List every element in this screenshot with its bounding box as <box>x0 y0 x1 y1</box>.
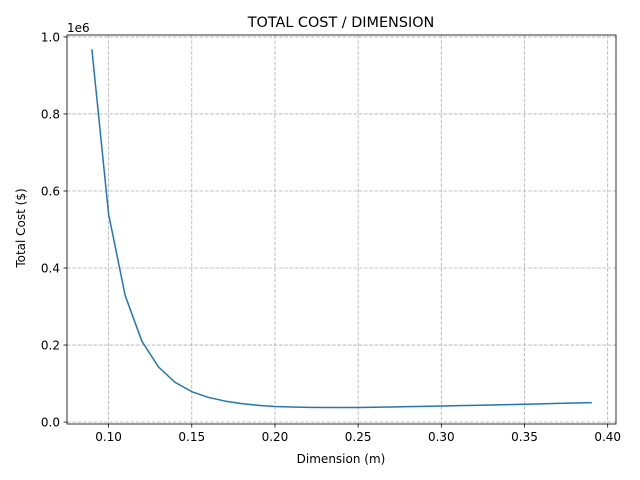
y-offset-label: 1e6 <box>67 21 90 35</box>
y-tick-label: 0.4 <box>41 262 60 276</box>
x-tick-label: 0.25 <box>345 430 372 444</box>
y-tick-label: 0.6 <box>41 184 60 198</box>
x-tick-label: 0.15 <box>178 430 205 444</box>
x-tick-label: 0.35 <box>511 430 538 444</box>
plot-frame <box>66 34 617 425</box>
y-tick-label: 0.0 <box>41 416 60 430</box>
axis-ticks <box>63 36 609 428</box>
x-tick-label: 0.10 <box>95 430 122 444</box>
y-tick-label: 0.8 <box>41 107 60 121</box>
y-tick-label: 0.2 <box>41 339 60 353</box>
x-tick-label: 0.40 <box>594 430 621 444</box>
x-tick-label: 0.20 <box>262 430 289 444</box>
y-axis-label: Total Cost ($) <box>14 188 28 268</box>
series-line <box>91 49 592 409</box>
chart-title: TOTAL COST / DIMENSION <box>247 15 435 31</box>
x-tick-label: 0.30 <box>428 430 455 444</box>
x-axis-label: Dimension (m) <box>297 452 386 466</box>
y-tick-label: 1.0 <box>41 30 60 44</box>
series-layer <box>91 49 592 409</box>
grid-lines <box>67 35 616 424</box>
